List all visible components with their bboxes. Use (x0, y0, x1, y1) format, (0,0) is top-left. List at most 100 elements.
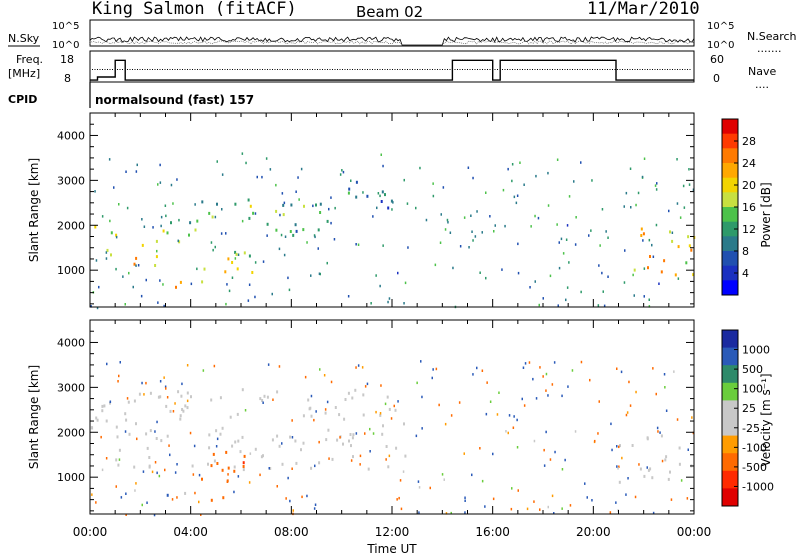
nave-dot (369, 69, 371, 70)
nave-dot (279, 69, 281, 70)
scatter-cell-power (580, 161, 582, 164)
scatter-cell-vel (626, 411, 629, 414)
nave-dot (559, 69, 561, 70)
nave-dot (639, 69, 641, 70)
scatter-cell-vel (435, 367, 438, 371)
data-cell-vel-0 (348, 439, 350, 443)
nave-dot (537, 69, 538, 70)
scatter-cell-power (334, 206, 336, 210)
data-cell-vel-3 (639, 467, 642, 471)
nave-dot (202, 69, 203, 70)
scatter-cell-power (350, 179, 352, 182)
time-axis-label: Time UT (366, 542, 417, 554)
scatter-cell-vel (584, 482, 586, 485)
scatter-cell-power (312, 204, 314, 208)
data-cell-vel-2 (210, 498, 213, 502)
scatter-cell-vel (528, 361, 531, 364)
data-cell-vel-0 (96, 418, 99, 422)
scatter-cell-power (165, 214, 167, 218)
data-cell-vel-0 (281, 462, 284, 466)
data-cell-power-4 (203, 267, 206, 271)
nave-label: Nave (748, 65, 776, 78)
scatter-cell-power (625, 191, 628, 195)
scatter-cell-vel (115, 485, 117, 488)
power-axes: 1000 2000 3000 4000 (57, 113, 695, 307)
scatter-cell-power (355, 243, 357, 246)
nsearch-trace (89, 40, 695, 46)
scatter-cell-vel (421, 395, 423, 399)
scatter-cell-power (237, 253, 240, 256)
nave-dot (669, 69, 671, 70)
nave-dot (619, 69, 621, 70)
nave-dot (417, 69, 418, 70)
scatter-cell-power (440, 213, 442, 216)
data-cell-vel-0 (362, 413, 365, 417)
scatter-cell-vel (379, 412, 382, 415)
scatter-cell-vel (617, 467, 619, 470)
scatter-cell-power (90, 305, 92, 308)
scatter-cell-vel (621, 456, 623, 460)
nave-tick-bottom: 0 (713, 72, 720, 85)
scatter-cell-vel (287, 476, 289, 480)
data-cell-vel-0 (145, 432, 148, 436)
nave-dot (609, 69, 611, 70)
scatter-cell-vel (507, 431, 509, 435)
scatter-cell-power (94, 190, 96, 193)
scatter-cell-power (306, 241, 308, 244)
data-cell-vel-0 (242, 468, 245, 472)
scatter-cell-vel (441, 473, 444, 476)
data-cell-vel-0 (213, 459, 216, 463)
data-cell-vel-0 (261, 399, 264, 402)
nave-dot (299, 69, 301, 70)
scatter-cell-power (643, 267, 646, 270)
scatter-cell-vel (388, 454, 391, 458)
data-cell-vel-0 (241, 435, 244, 439)
nave-dot (402, 69, 403, 70)
scatter-cell-power (624, 249, 626, 252)
scatter-cell-power (254, 295, 256, 299)
scatter-cell-vel (125, 513, 127, 516)
scatter-cell-vel (136, 437, 138, 441)
scatter-cell-vel (156, 420, 158, 424)
data-cell-vel-0 (300, 448, 302, 452)
data-cell-power-2 (194, 228, 197, 232)
colorbar-segment (722, 470, 738, 489)
data-cell-vel-0 (149, 391, 152, 395)
colorbar-segment (722, 133, 738, 149)
nave-dot (607, 69, 608, 70)
scatter-cell-vel (164, 385, 167, 388)
power-colorbar-label: Power [dB] (759, 182, 773, 247)
scatter-cell-vel (543, 448, 545, 452)
colorbar-segment (722, 119, 738, 135)
nave-dot (479, 69, 481, 70)
colorbar-segment (722, 251, 738, 267)
scatter-cell-power (534, 280, 536, 283)
scatter-cell-vel (169, 453, 171, 457)
scatter-cell-power (607, 275, 609, 278)
scatter-cell-vel (314, 503, 317, 506)
scatter-cell-vel (673, 370, 675, 373)
scatter-cell-vel (174, 402, 176, 405)
scatter-cell-vel (463, 452, 465, 455)
data-cell-vel-0 (394, 408, 397, 412)
xtick-label: 00:00 (73, 525, 108, 539)
nsky-label: N.Sky (8, 32, 40, 45)
nave-dot (654, 69, 656, 70)
scatter-cell-vel (492, 452, 494, 456)
time-axis: 00:00 04:00 08:00 12:00 16:00 20:00 00:00 (73, 525, 712, 539)
data-cell-power-7 (366, 194, 369, 198)
data-cell-vel-0 (101, 409, 104, 413)
scatter-cell-power (517, 242, 519, 246)
nave-dot (162, 69, 163, 70)
nave-dot (149, 69, 151, 70)
data-cell-power-4 (227, 257, 230, 261)
colorbar-segment (722, 163, 738, 179)
data-cell-power-8 (640, 227, 643, 231)
scatter-cell-vel (692, 431, 695, 435)
scatter-cell-power (517, 271, 520, 275)
data-cell-vel-0 (388, 407, 391, 411)
scatter-cell-vel (364, 385, 367, 388)
scatter-cell-vel (508, 414, 511, 417)
data-cell-vel-0 (367, 467, 370, 471)
data-cell-vel-0 (133, 399, 136, 403)
